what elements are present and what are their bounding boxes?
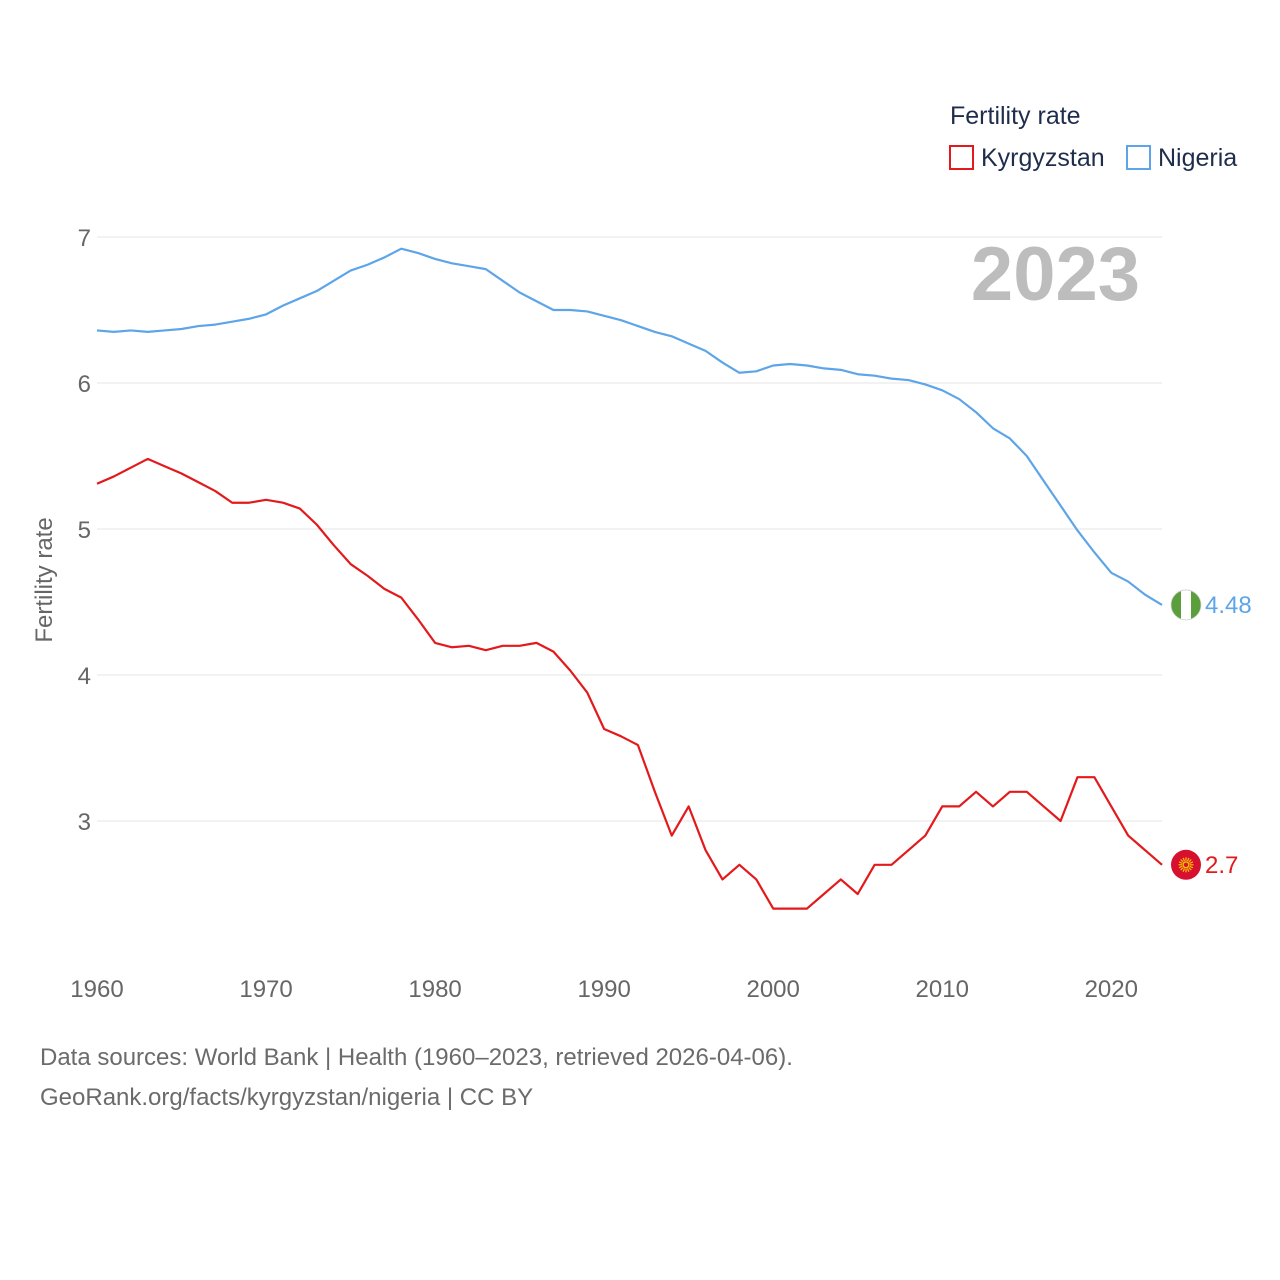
end-value-label-nigeria: 4.48 [1205, 592, 1252, 619]
series-line-kyrgyzstan[interactable] [96, 457, 1163, 910]
fertility-rate-chart: Fertility rate Kyrgyzstan Nigeria 2023 F… [31, 102, 1252, 1003]
legend-label-nigeria: Nigeria [1158, 144, 1237, 172]
x-tick-label: 1970 [239, 976, 292, 1003]
x-tick-label: 1960 [70, 976, 123, 1003]
legend-item-kyrgyzstan[interactable]: Kyrgyzstan [949, 144, 1105, 172]
y-tick-label: 4 [78, 663, 91, 690]
footer-sources: Data sources: World Bank | Health (1960–… [40, 1044, 793, 1071]
x-tick-label: 2000 [746, 976, 799, 1003]
end-value-label-kyrgyzstan: 2.7 [1205, 852, 1238, 879]
footer-attribution[interactable]: GeoRank.org/facts/kyrgyzstan/nigeria | C… [40, 1084, 534, 1111]
kyrgyzstan-flag-icon [1171, 849, 1201, 880]
year-label: 2023 [971, 232, 1140, 317]
y-tick-label: 5 [78, 517, 91, 544]
legend-item-nigeria[interactable]: Nigeria [1126, 144, 1237, 172]
y-tick-label: 6 [78, 371, 91, 398]
series-line-nigeria[interactable] [96, 247, 1163, 606]
y-axis-label: Fertility rate [31, 517, 58, 642]
y-tick-label: 7 [78, 225, 91, 252]
legend-label-kyrgyzstan: Kyrgyzstan [981, 144, 1105, 172]
legend-swatch-kyrgyzstan [949, 145, 974, 170]
x-tick-label: 1990 [577, 976, 630, 1003]
x-tick-label: 2020 [1085, 976, 1138, 1003]
legend-swatch-nigeria [1126, 145, 1151, 170]
y-tick-label: 3 [78, 809, 91, 836]
x-tick-label: 1980 [408, 976, 461, 1003]
legend-title: Fertility rate [950, 102, 1081, 130]
nigeria-flag-icon [1170, 589, 1202, 621]
x-tick-label: 2010 [916, 976, 969, 1003]
